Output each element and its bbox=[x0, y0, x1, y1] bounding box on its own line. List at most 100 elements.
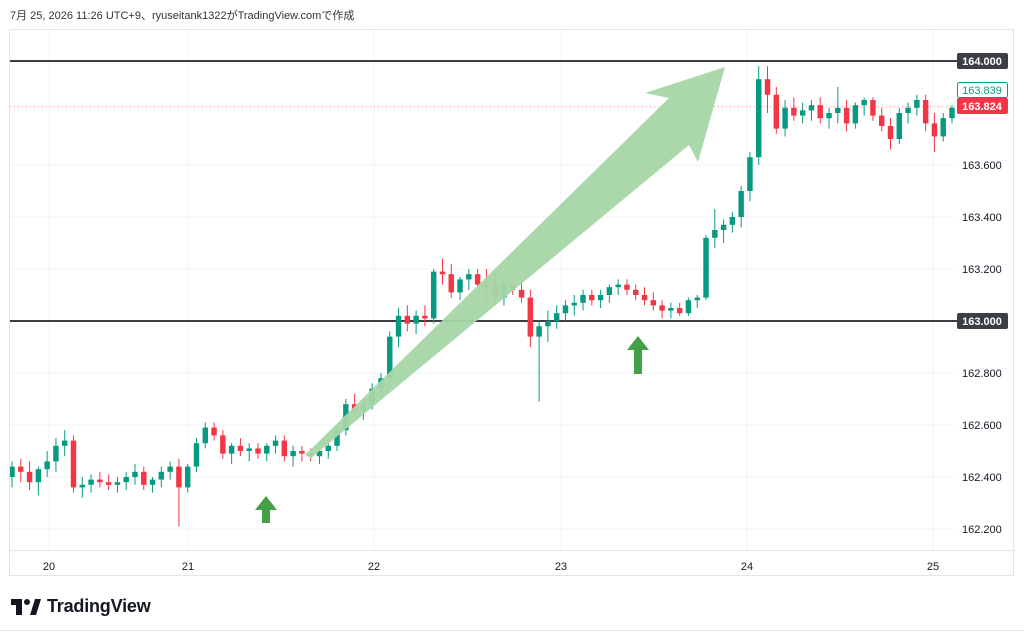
candle bbox=[184, 464, 191, 493]
candle-body bbox=[474, 274, 481, 285]
candle-body bbox=[422, 315, 428, 319]
candle bbox=[703, 235, 709, 301]
candle bbox=[299, 445, 305, 462]
x-tick-label: 25 bbox=[927, 561, 939, 573]
candle-body bbox=[650, 300, 657, 306]
candle-body bbox=[395, 315, 402, 337]
candle bbox=[931, 113, 938, 152]
candle-body bbox=[44, 461, 50, 470]
candle-body bbox=[597, 295, 604, 301]
candle-body bbox=[193, 443, 200, 467]
candle bbox=[712, 209, 718, 249]
candle bbox=[97, 471, 103, 488]
candle-body bbox=[53, 445, 59, 462]
candle bbox=[61, 430, 68, 457]
bottom-divider bbox=[0, 630, 1024, 631]
candle-body bbox=[466, 274, 472, 280]
candle bbox=[589, 289, 595, 306]
candle-body bbox=[35, 469, 42, 483]
candle-body bbox=[861, 100, 867, 106]
candle bbox=[597, 289, 604, 308]
candle bbox=[685, 297, 692, 316]
candle-body bbox=[633, 289, 639, 295]
candle bbox=[641, 287, 648, 306]
candle bbox=[44, 451, 50, 477]
candle-body bbox=[211, 427, 217, 436]
candle bbox=[264, 443, 270, 462]
candle-body bbox=[914, 100, 920, 108]
candle bbox=[474, 269, 481, 288]
candle-body bbox=[773, 94, 780, 129]
candle-body bbox=[281, 440, 288, 457]
candle-body bbox=[149, 479, 156, 485]
candle bbox=[316, 448, 323, 464]
candle bbox=[325, 443, 331, 459]
candle-body bbox=[325, 445, 331, 451]
annotations bbox=[255, 67, 725, 523]
candle-body bbox=[615, 284, 621, 288]
candle-body bbox=[26, 471, 33, 483]
bid-price-label: 163.839 bbox=[962, 85, 1002, 97]
candle bbox=[158, 466, 165, 488]
candle bbox=[228, 443, 235, 464]
candle bbox=[870, 97, 876, 121]
candle bbox=[782, 100, 788, 137]
candle bbox=[861, 97, 867, 116]
candle bbox=[79, 477, 86, 498]
x-tick-label: 21 bbox=[182, 561, 194, 573]
candle-body bbox=[448, 274, 454, 293]
candle-body bbox=[334, 430, 340, 446]
y-tick-label: 162.800 bbox=[962, 368, 1002, 380]
candle bbox=[756, 66, 762, 165]
chart-frame[interactable]: 164.000 163.600 163.400 163.200 163.000 162.8… bbox=[9, 29, 1015, 577]
candle-body bbox=[896, 113, 903, 139]
candle-body bbox=[387, 336, 393, 379]
candle bbox=[878, 107, 885, 132]
candle-body bbox=[905, 107, 911, 113]
candle bbox=[694, 295, 700, 308]
candle bbox=[659, 300, 665, 319]
candle-body bbox=[826, 113, 832, 119]
candle bbox=[114, 477, 121, 493]
y-tick-label: 162.600 bbox=[962, 420, 1002, 432]
candle-body bbox=[255, 448, 261, 454]
candle-body bbox=[97, 479, 103, 483]
candle bbox=[914, 94, 920, 116]
candle-body bbox=[439, 271, 446, 275]
y-tick-label: 163.400 bbox=[962, 212, 1002, 224]
candle-body bbox=[553, 313, 560, 321]
candle bbox=[220, 430, 226, 459]
candle-body bbox=[220, 435, 226, 454]
last-price-label: 163.824 bbox=[962, 101, 1003, 113]
candle bbox=[940, 113, 946, 142]
candle-body bbox=[817, 105, 823, 119]
candle-body bbox=[70, 440, 77, 488]
tradingview-logo-icon bbox=[11, 598, 41, 615]
candle bbox=[817, 97, 823, 124]
candle-body bbox=[703, 237, 709, 298]
candle bbox=[26, 461, 33, 490]
candle bbox=[439, 258, 446, 285]
candle bbox=[141, 466, 147, 490]
candle-body bbox=[571, 302, 577, 306]
candle bbox=[149, 477, 156, 493]
candle bbox=[430, 269, 437, 324]
candle bbox=[448, 263, 454, 298]
candle bbox=[53, 438, 59, 472]
up-pointer-arrow-2 bbox=[627, 336, 649, 374]
candle bbox=[571, 295, 577, 316]
candle bbox=[676, 302, 683, 316]
candle-body bbox=[729, 217, 736, 225]
candle-body bbox=[132, 471, 138, 477]
candlestick-chart[interactable]: 164.000 163.600 163.400 163.200 163.000 162.8… bbox=[9, 30, 1015, 577]
candle bbox=[545, 310, 551, 342]
candle-body bbox=[668, 308, 674, 311]
candle-body bbox=[641, 295, 648, 301]
candle bbox=[176, 458, 182, 527]
candle-body bbox=[843, 107, 850, 124]
candle-body bbox=[536, 326, 542, 337]
tradingview-logo[interactable]: TradingView bbox=[11, 596, 151, 617]
candle-body bbox=[413, 315, 419, 324]
candle-body bbox=[887, 126, 894, 139]
last-price-box bbox=[957, 98, 1008, 114]
